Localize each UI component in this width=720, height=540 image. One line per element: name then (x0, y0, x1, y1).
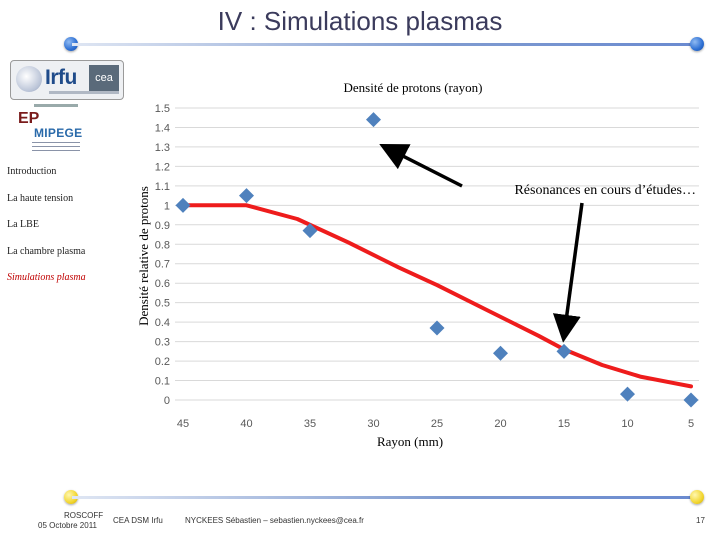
sidebar-nav: Introduction La haute tension La LBE La … (7, 166, 122, 299)
annotation-text: Résonances en cours d’études… (514, 183, 696, 198)
x-tick-label: 35 (304, 418, 316, 430)
y-tick-label: 0.3 (155, 337, 170, 349)
y-tick-label: 0.4 (155, 317, 170, 329)
sidebar-item-haute-tension[interactable]: La haute tension (7, 192, 74, 204)
x-tick-label: 40 (240, 418, 252, 430)
decor-dot-bottom-left (64, 490, 78, 504)
y-tick-label: 1 (164, 200, 170, 212)
y-tick-label: 0.8 (155, 239, 170, 251)
y-tick-label: 1.2 (155, 161, 170, 173)
irfu-cea-logo: Irfu cea (10, 60, 124, 100)
point-layer (175, 112, 699, 408)
logo-fine-print (32, 142, 80, 152)
sidebar-item-introduction[interactable]: Introduction (7, 166, 57, 177)
x-tick-label: 25 (431, 418, 443, 430)
tick-layer: 0 0.1 0.2 0.3 0.4 0.5 0.6 0.7 0.8 0.9 1 1.1 1.2 1.3 1.… (155, 103, 694, 430)
y-tick-label: 0.9 (155, 220, 170, 232)
x-tick-label: 45 (177, 418, 189, 430)
grid-layer (175, 107, 699, 401)
footer-author: NYCKEES Sébastien – sebastien.nyckees@ce… (185, 516, 364, 525)
mipegge-name-text: MIPEGE (34, 126, 83, 140)
x-tick-label: 15 (558, 418, 570, 430)
logo-subline (49, 91, 119, 94)
y-tick-label: 0.5 (155, 298, 170, 310)
data-point (493, 345, 508, 361)
footer-rule (72, 496, 696, 499)
y-axis-label: Densité relative de protons (136, 186, 151, 326)
footer-place: ROSCOFF (64, 511, 104, 520)
x-tick-label: 20 (494, 418, 506, 430)
y-tick-label: 1.5 (155, 103, 170, 115)
irfu-mark-icon (16, 66, 42, 92)
slide-title: IV : Simulations plasmas (217, 6, 503, 36)
y-tick-label: 0.2 (155, 356, 170, 368)
data-point (683, 392, 699, 408)
annotation-arrow (379, 144, 463, 188)
y-tick-label: 1.1 (155, 181, 170, 193)
decor-dot-top-right (690, 37, 704, 51)
y-tick-label: 0 (164, 395, 170, 407)
logo-small-text (34, 104, 78, 107)
x-axis-label: Rayon (mm) (377, 434, 443, 449)
data-point (239, 188, 254, 204)
chart-title: Densité de protons (rayon) (344, 80, 483, 95)
x-tick-label: 10 (621, 418, 633, 430)
y-tick-label: 1.3 (155, 142, 170, 154)
sidebar-item-lbe[interactable]: La LBE (7, 219, 39, 230)
irfu-logo-text: Irfu (45, 66, 77, 89)
y-tick-label: 0.6 (155, 278, 170, 290)
footer-org: CEA DSM Irfu (113, 516, 163, 525)
y-tick-label: 0.7 (155, 259, 170, 271)
y-tick-label: 1.4 (155, 122, 170, 134)
data-point (366, 112, 381, 128)
cea-logo-text: cea (89, 65, 119, 91)
mipegge-logo: EP MIPEGE (18, 104, 83, 154)
y-tick-label: 0.1 (155, 376, 170, 388)
data-point (302, 223, 318, 239)
decor-dot-bottom-right (690, 490, 704, 504)
page-number: 17 (696, 516, 705, 525)
x-tick-label: 5 (688, 418, 694, 430)
sidebar-item-simulations-plasma[interactable]: Simulations plasma (7, 272, 86, 283)
footer-date: 05 Octobre 2011 (38, 521, 98, 530)
annotation-arrow (552, 202, 584, 343)
data-point (620, 386, 635, 402)
mipegge-ep-text: EP (18, 110, 40, 127)
decor-dot-top-left (64, 37, 78, 51)
data-point (175, 197, 191, 213)
trend-curve (181, 203, 693, 389)
data-point (429, 320, 445, 336)
x-tick-label: 30 (367, 418, 379, 430)
data-point (556, 343, 572, 359)
annotation-layer (379, 144, 584, 343)
sidebar-item-chambre-plasma[interactable]: La chambre plasma (7, 245, 86, 257)
curve-layer (181, 203, 693, 389)
title-rule (72, 43, 696, 46)
